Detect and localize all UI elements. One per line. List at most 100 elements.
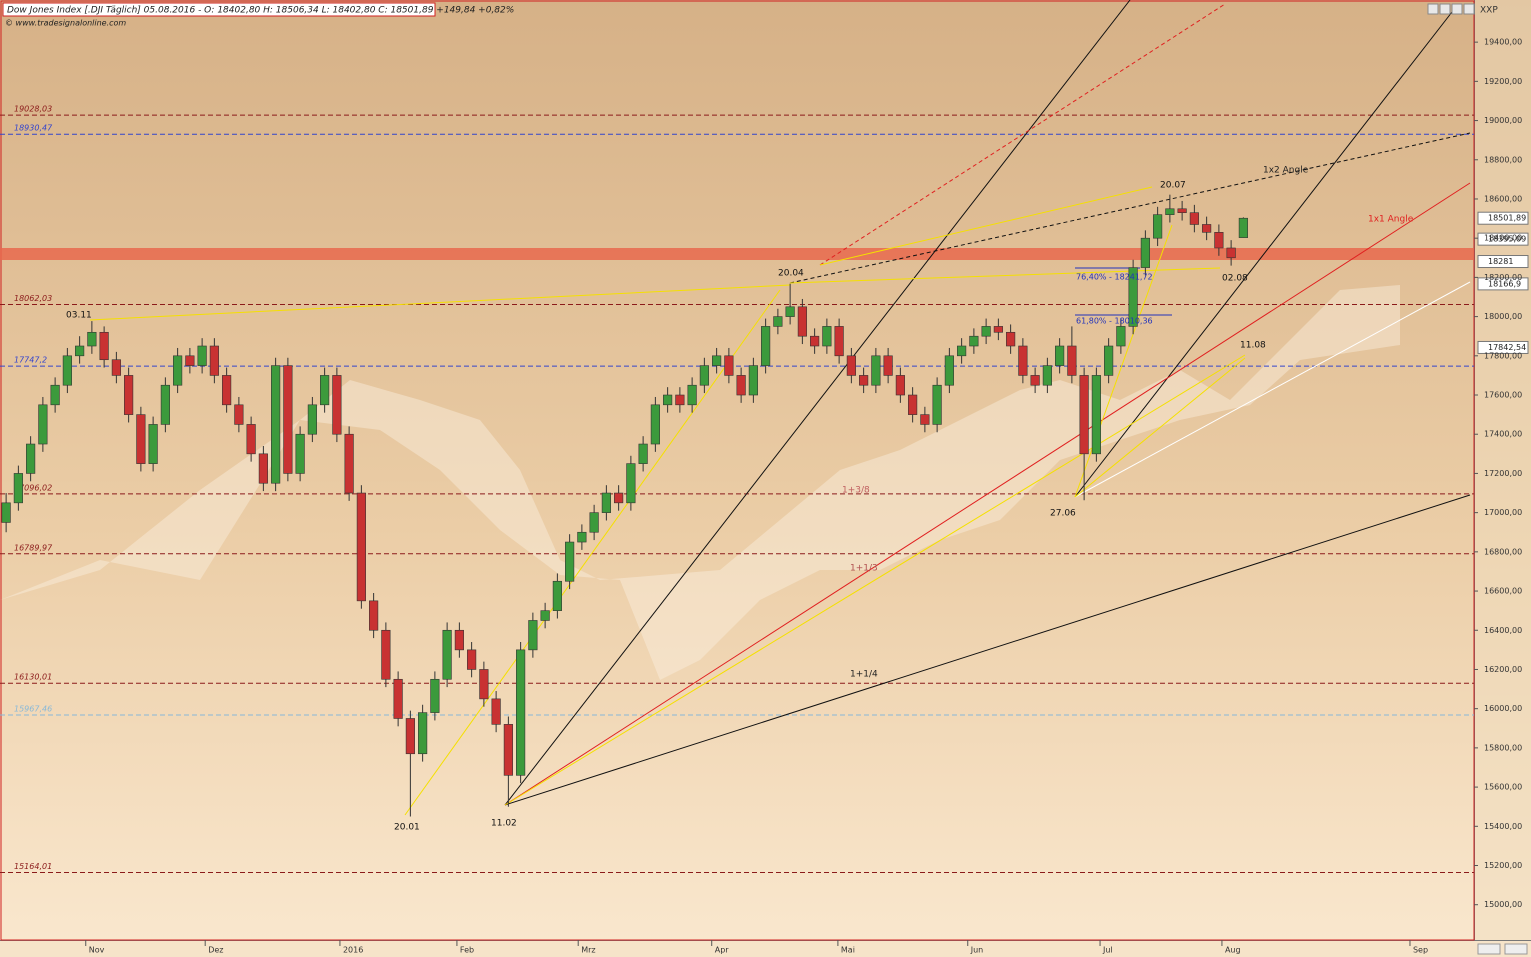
price-axis-panel <box>1475 0 1531 940</box>
x-tick-label: 2016 <box>343 946 363 955</box>
fan-line <box>504 0 1131 806</box>
candle-body <box>222 375 232 406</box>
candle-body <box>797 306 807 337</box>
y-tick-label: 17800,00 <box>1484 351 1522 360</box>
candle-body <box>516 649 526 776</box>
candle-body <box>932 384 942 425</box>
level-label: 18062,03 <box>14 294 52 303</box>
candle-body <box>393 678 403 719</box>
yellow-line <box>819 186 1153 266</box>
candle-body <box>1055 345 1065 366</box>
candle-body <box>197 345 207 366</box>
y-tick-label: 17200,00 <box>1484 469 1522 478</box>
annotation: 1+3/8 <box>842 486 870 496</box>
candle-body <box>124 375 134 415</box>
candle-body <box>234 404 244 425</box>
y-tick-label: 18600,00 <box>1484 194 1522 203</box>
header-box <box>2 2 436 17</box>
yellow-line <box>1074 357 1246 498</box>
candle-body <box>454 629 464 651</box>
candle-body <box>1018 345 1028 376</box>
candle-body <box>479 669 489 700</box>
x-tick-label: Jun <box>970 946 984 955</box>
nav-button[interactable] <box>1439 3 1451 15</box>
annotation: 61,80% - 18010,36 <box>1076 317 1153 326</box>
candle-body <box>62 355 72 386</box>
price-marker <box>1477 255 1529 269</box>
y-tick-label: 16200,00 <box>1484 665 1522 674</box>
window-buttons[interactable] <box>1427 3 1475 15</box>
candle-body <box>712 355 722 366</box>
candle-body <box>663 394 673 406</box>
resistance-band <box>0 248 1474 260</box>
plot-frame <box>0 0 1475 941</box>
annotation: 02.08 <box>1222 274 1248 284</box>
level-label: 17096,02 <box>14 483 52 492</box>
candle-body <box>528 620 538 651</box>
candle-body <box>736 375 746 396</box>
symbol-tag: XXP <box>1480 6 1498 16</box>
candle-body <box>1128 267 1138 327</box>
candle-body <box>1067 345 1077 376</box>
x-tick-label: Nov <box>89 946 105 955</box>
scroll-button[interactable] <box>1504 943 1528 955</box>
candle-body <box>626 463 636 504</box>
candle-body <box>1238 217 1248 238</box>
candle-body <box>810 335 820 347</box>
y-tick-label: 15200,00 <box>1484 861 1522 870</box>
nav-button[interactable] <box>1451 3 1463 15</box>
y-tick-label: 19000,00 <box>1484 116 1522 125</box>
level-label: 19028,03 <box>14 105 52 114</box>
y-tick-label: 16400,00 <box>1484 626 1522 635</box>
candle-body <box>1104 345 1114 376</box>
scroll-button[interactable] <box>1477 943 1501 955</box>
x-tick-label: Sep <box>1413 946 1428 955</box>
candle-body <box>748 365 758 396</box>
candle-body <box>957 345 967 357</box>
candle-body <box>846 355 856 376</box>
candles <box>1 194 1248 817</box>
price-marker <box>1477 232 1529 246</box>
y-tick-label: 16600,00 <box>1484 587 1522 596</box>
candle-body <box>405 718 415 755</box>
candle-body <box>1177 208 1187 214</box>
candle-body <box>50 384 60 406</box>
candle-body <box>883 355 893 376</box>
candle-body <box>540 610 550 621</box>
candle-body <box>442 629 452 680</box>
candle-body <box>136 414 146 464</box>
price-marker-label: 18166,9 <box>1488 279 1521 288</box>
nav-button[interactable] <box>1463 3 1475 15</box>
y-tick-label: 18400,00 <box>1484 234 1522 243</box>
nav-button[interactable] <box>1427 3 1439 15</box>
yellow-line <box>1074 224 1173 498</box>
annotation: 76,40% - 18241,72 <box>1076 273 1153 282</box>
price-marker-label: 18395,09 <box>1488 235 1526 244</box>
candle-body <box>209 345 219 376</box>
candle-body <box>185 355 195 366</box>
candle-body <box>356 492 366 602</box>
annotation: 11.02 <box>491 819 517 829</box>
candle-body <box>99 331 109 361</box>
annotation: 1x1 Angle <box>1368 215 1414 225</box>
candle-body <box>1165 208 1175 215</box>
candle-body <box>467 649 477 670</box>
candle-body <box>13 473 23 504</box>
y-tick-label: 15000,00 <box>1484 900 1522 909</box>
level-label: 17747,2 <box>14 356 47 365</box>
annotation: 1x2 Angle <box>1263 166 1309 176</box>
x-tick-label: Feb <box>460 946 474 955</box>
candle-body <box>724 355 734 376</box>
candle-body <box>148 424 158 464</box>
annotation: 20.01 <box>394 823 420 833</box>
y-tick-label: 17600,00 <box>1484 391 1522 400</box>
scroll-buttons[interactable] <box>1477 943 1528 955</box>
candle-body <box>418 712 428 755</box>
y-tick-label: 17000,00 <box>1484 508 1522 517</box>
fan-line <box>1074 11 1453 498</box>
x-tick-label: Dez <box>208 946 223 955</box>
candle-body <box>1214 232 1224 249</box>
candle-body <box>589 512 599 533</box>
candle-body <box>26 443 36 474</box>
candle-body <box>1153 214 1163 239</box>
